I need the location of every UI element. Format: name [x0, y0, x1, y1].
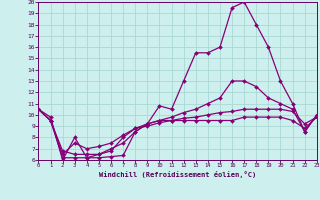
X-axis label: Windchill (Refroidissement éolien,°C): Windchill (Refroidissement éolien,°C) [99, 171, 256, 178]
